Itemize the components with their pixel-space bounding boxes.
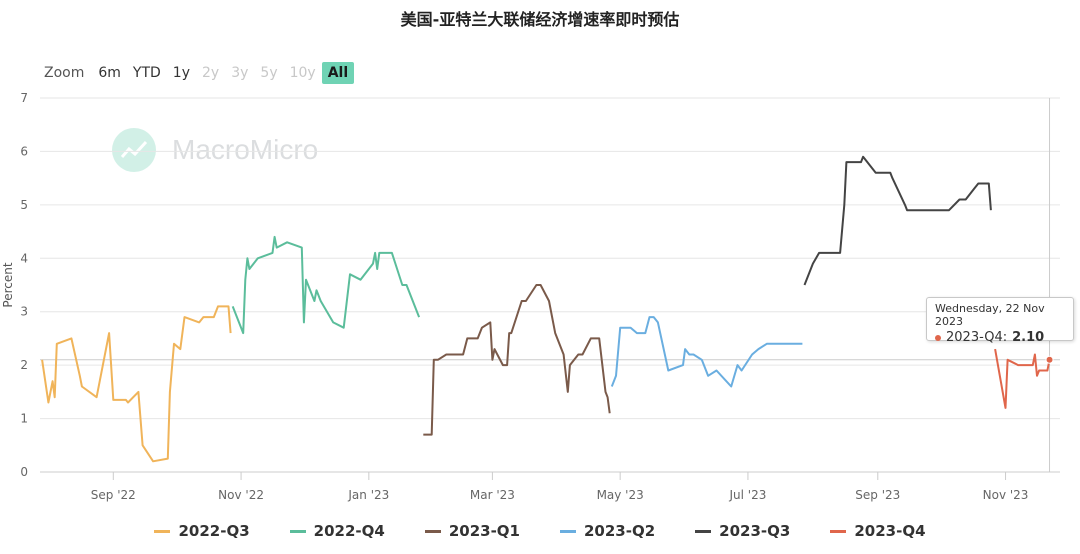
legend-item-2023-q2[interactable]: 2023-Q2	[560, 522, 655, 540]
zoom-all-button[interactable]: All	[321, 62, 355, 84]
series-layer	[41, 155, 1054, 463]
series-line-2023-q1[interactable]	[423, 284, 611, 436]
y-tick-label: 2	[20, 358, 28, 372]
x-tick-label: Sep '23	[855, 488, 900, 502]
legend-label: 2023-Q1	[448, 522, 520, 540]
y-tick-label: 0	[20, 465, 28, 479]
series-line-2022-q4[interactable]	[231, 235, 421, 335]
tooltip-series-name: 2023-Q4:	[946, 330, 1008, 345]
y-axis-title: Percent	[1, 262, 15, 307]
series-line-2023-q4[interactable]	[994, 348, 1051, 409]
series-line-2023-q2[interactable]	[610, 316, 803, 388]
tooltip: Wednesday, 22 Nov 2023 2023-Q4: 2.10	[926, 297, 1074, 345]
zoom-2y-button[interactable]: 2y	[202, 65, 220, 81]
legend-item-2023-q4[interactable]: 2023-Q4	[830, 522, 926, 540]
x-tick-label: Sep '22	[91, 488, 136, 502]
series-line-2023-q3[interactable]	[803, 155, 992, 286]
y-tick-label: 3	[20, 305, 28, 319]
tooltip-value: 2.10	[1012, 330, 1045, 345]
legend-swatch	[424, 529, 441, 533]
legend-item-2022-q3[interactable]: 2022-Q3	[154, 522, 250, 540]
y-tick-label: 5	[20, 198, 28, 212]
chart-title: 美国-亚特兰大联储经济增速率即时预估	[400, 10, 680, 29]
y-tick-label: 7	[20, 91, 28, 105]
watermark-text: MacroMicro	[172, 134, 319, 165]
axis-layer: 0 1 2 3 4 5 6 7 Sep '22 Nov '22 Jan '23 Mar '23 May …	[20, 91, 1060, 502]
legend-item-2023-q3[interactable]: 2023-Q3	[695, 522, 790, 540]
zoom-controls: Zoom 6m YTD 1y 2y 3y 5y 10y All	[44, 62, 355, 84]
zoom-label: Zoom	[44, 65, 85, 81]
legend-swatch	[154, 529, 171, 533]
y-tick-label: 4	[20, 251, 28, 265]
legend-label: 2023-Q4	[854, 522, 926, 540]
legend-label: 2022-Q3	[178, 522, 250, 540]
hover-point-marker	[1045, 355, 1054, 364]
tooltip-date: Wednesday, 22 Nov 2023	[935, 302, 1045, 328]
legend-label: 2022-Q4	[313, 522, 385, 540]
x-tick-label: Jul '23	[728, 488, 766, 502]
tooltip-row: 2023-Q4: 2.10	[935, 330, 1065, 345]
legend-swatch	[560, 529, 576, 533]
x-tick-label: Jan '23	[347, 488, 389, 502]
zoom-3y-button[interactable]: 3y	[231, 65, 249, 81]
zoom-1y-button[interactable]: 1y	[172, 65, 190, 81]
grid-layer	[40, 97, 1060, 473]
tooltip-series-dot	[935, 334, 941, 341]
x-tick-label: May '23	[597, 488, 644, 502]
y-tick-label: 1	[20, 412, 28, 426]
legend-item-2023-q1[interactable]: 2023-Q1	[424, 522, 520, 540]
zoom-5y-button[interactable]: 5y	[260, 65, 278, 81]
zoom-10y-button[interactable]: 10y	[289, 65, 316, 81]
zoom-ytd-button[interactable]: YTD	[132, 65, 161, 81]
y-tick-label: 6	[20, 144, 28, 158]
legend-item-2022-q4[interactable]: 2022-Q4	[289, 522, 385, 540]
legend-label: 2023-Q2	[584, 522, 656, 540]
legend-swatch	[695, 529, 712, 533]
legend-label: 2023-Q3	[719, 522, 791, 540]
legend: 2022-Q3 2022-Q4 2023-Q1 2023-Q2 2023-Q3 …	[0, 522, 1080, 540]
legend-swatch	[830, 529, 847, 533]
x-tick-label: Mar '23	[470, 488, 515, 502]
x-tick-label: Nov '23	[983, 488, 1029, 502]
zoom-6m-button[interactable]: 6m	[98, 65, 121, 81]
series-line-2022-q3[interactable]	[41, 305, 232, 463]
x-tick-label: Nov '22	[218, 488, 264, 502]
legend-swatch	[289, 529, 306, 533]
